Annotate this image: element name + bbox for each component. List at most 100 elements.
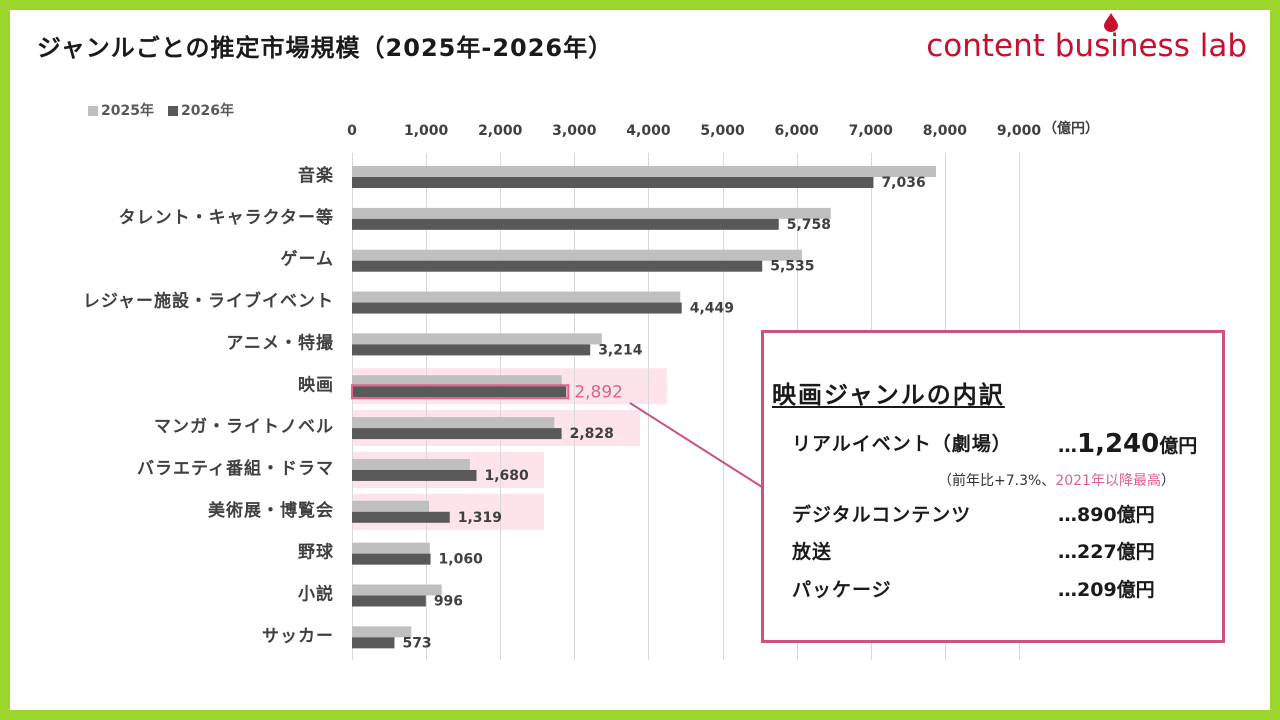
category-label: タレント・キャラクター等 [119, 207, 334, 228]
legend-item-series-1: 2025年 [88, 101, 154, 121]
value-amount: 890 [1077, 504, 1117, 526]
category-label: バラエティ番組・ドラマ [137, 458, 334, 479]
category-label: 音楽 [298, 165, 334, 186]
bar-series-1 [352, 375, 562, 387]
callout-row: リアルイベント（劇場） …1,240億円 [764, 429, 1222, 459]
category-label: 映画 [298, 374, 334, 395]
bar-series-2 [352, 553, 431, 565]
legend-item-series-2: 2026年 [168, 101, 234, 121]
bar-series-2 [352, 595, 426, 607]
callout-row: パッケージ …209億円 [764, 575, 1222, 605]
data-label: 1,319 [458, 510, 502, 526]
category-label: 野球 [298, 543, 334, 563]
data-label: 5,758 [787, 217, 831, 233]
x-tick-label: 3,000 [552, 123, 597, 139]
bar-series-2 [352, 511, 450, 523]
category-labels: 音楽タレント・キャラクター等ゲームレジャー施設・ライブイベントアニメ・特撮映画マ… [83, 165, 335, 646]
bar-series-2 [352, 177, 874, 188]
data-label: 573 [402, 635, 431, 651]
callout-item-label: パッケージ [792, 579, 892, 601]
bar-series-2 [352, 637, 395, 649]
chart-title: ジャンルごとの推定市場規模（2025年-2026年） [37, 34, 614, 62]
x-tick-label: 6,000 [775, 123, 820, 139]
category-label: サッカー [262, 626, 334, 646]
legend-swatch [168, 106, 178, 116]
value-prefix: … [1058, 579, 1077, 601]
data-label: 5,535 [770, 259, 814, 275]
bar-series-1 [352, 417, 555, 429]
bar-series-1 [352, 542, 430, 554]
data-label: 1,680 [485, 468, 530, 484]
bar-series-1 [352, 249, 802, 261]
value-unit: 億円 [1116, 579, 1155, 601]
bar-series-1 [352, 207, 831, 219]
category-label: 小説 [298, 584, 334, 605]
callout-item-value: …1,240億円 [1058, 429, 1197, 461]
callout-item-value: …890億円 [1058, 500, 1155, 530]
value-prefix: … [1058, 541, 1077, 563]
x-tick-label: 5,000 [700, 123, 745, 139]
callout-item-label: デジタルコンテンツ [792, 504, 972, 526]
bar-series-2 [352, 428, 562, 440]
legend-swatch [88, 106, 98, 116]
value-unit: 億円 [1116, 504, 1155, 526]
bar-series-2 [352, 386, 567, 398]
breakdown-callout: 映画ジャンルの内訳 リアルイベント（劇場） …1,240億円 （前年比+7.3%… [761, 330, 1225, 643]
category-label: アニメ・特撮 [226, 332, 334, 353]
bar-series-2 [352, 469, 477, 481]
category-label: 美術展・博覧会 [208, 500, 334, 521]
x-tick-label: 1,000 [404, 123, 449, 139]
x-tick-label: 9,000 [997, 123, 1042, 139]
x-tick-label: 4,000 [626, 123, 671, 139]
value-prefix: … [1058, 435, 1077, 457]
callout-item-label: 放送 [792, 541, 833, 563]
value-unit: 億円 [1159, 435, 1198, 457]
bar-series-1 [352, 166, 936, 177]
callout-row: デジタルコンテンツ …890億円 [764, 500, 1222, 530]
value-amount: 1,240 [1077, 429, 1160, 459]
bar-series-1 [352, 584, 442, 596]
legend-label: 2025年 [101, 103, 154, 119]
x-axis-unit-label: （億円） [1043, 120, 1099, 137]
x-tick-label: 8,000 [923, 123, 968, 139]
bar-series-2 [352, 218, 779, 230]
value-prefix: … [1058, 504, 1077, 526]
bar-series-1 [352, 500, 430, 512]
category-label: マンガ・ライトノベル [154, 417, 334, 437]
bars [352, 166, 936, 649]
data-label: 1,060 [439, 552, 484, 568]
bar-series-1 [352, 626, 412, 638]
note-text: （前年比+7.3%、 [938, 473, 1056, 489]
callout-note: （前年比+7.3%、2021年以降最高） [938, 471, 1175, 491]
data-label: 4,449 [690, 301, 734, 317]
data-label: 996 [434, 594, 463, 610]
emphasis-outlines [351, 384, 570, 400]
legend-label: 2026年 [181, 103, 234, 119]
bar-series-1 [352, 458, 470, 470]
x-tick-label: 7,000 [849, 123, 894, 139]
data-label: 2,892 [574, 382, 623, 402]
bar-series-2 [352, 260, 763, 272]
value-amount: 209 [1077, 579, 1117, 601]
callout-item-label: リアルイベント（劇場） [792, 433, 1012, 455]
bar-series-1 [352, 291, 681, 303]
value-unit: 億円 [1116, 541, 1155, 563]
data-labels: 7,036 5,758 5,535 4,449 3,214 2,892 2,828 1,680… [402, 175, 925, 651]
category-label: レジャー施設・ライブイベント [83, 291, 334, 312]
note-highlight: 2021年以降最高 [1055, 473, 1161, 489]
emphasis-outline [351, 384, 570, 400]
callout-title: 映画ジャンルの内訳 [772, 381, 1005, 409]
brand-logo: content business lab [926, 26, 1247, 66]
note-text-end: ） [1160, 473, 1175, 489]
category-label: ゲーム [281, 249, 335, 270]
x-axis-ticks: 0 1,000 2,000 3,000 4,000 5,000 6,000 7,000 8,00… [347, 123, 1041, 139]
bar-series-2 [352, 302, 682, 314]
data-label: 7,036 [881, 175, 925, 191]
drop-icon [1104, 13, 1118, 32]
callout-item-value: …227億円 [1058, 537, 1155, 567]
x-tick-label: 2,000 [478, 123, 523, 139]
bar-series-1 [352, 333, 602, 345]
callout-connector-line [629, 402, 763, 488]
